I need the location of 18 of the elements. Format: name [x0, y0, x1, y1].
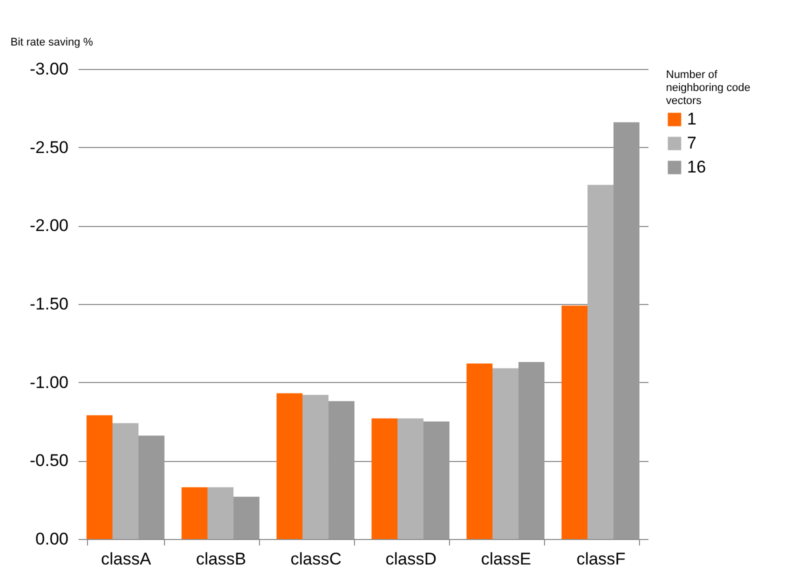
- y-tick-label: 0.00: [35, 530, 68, 548]
- x-tick-label: classB: [196, 550, 246, 568]
- legend-label: 16: [687, 158, 706, 176]
- y-tick-label: -3.00: [30, 60, 68, 78]
- legend-label: 1: [687, 110, 696, 128]
- x-tick-label: classC: [290, 550, 342, 568]
- y-tick-label: -2.00: [30, 216, 68, 236]
- y-tick-label: -1.50: [30, 294, 68, 314]
- legend-title: Number of neighboring code vectors: [666, 69, 750, 107]
- x-tick-label: classA: [100, 550, 152, 568]
- x-tick-label: classD: [385, 550, 437, 568]
- x-tick-label: classE: [480, 550, 532, 568]
- y-tick-label: -0.50: [30, 451, 68, 470]
- y-tick-label: -2.50: [30, 138, 68, 157]
- x-tick-label: classF: [576, 550, 626, 568]
- y-tick-label: -1.00: [30, 372, 68, 392]
- y-axis-title: Bit rate saving %: [10, 36, 94, 48]
- legend-label: 7: [687, 134, 696, 152]
